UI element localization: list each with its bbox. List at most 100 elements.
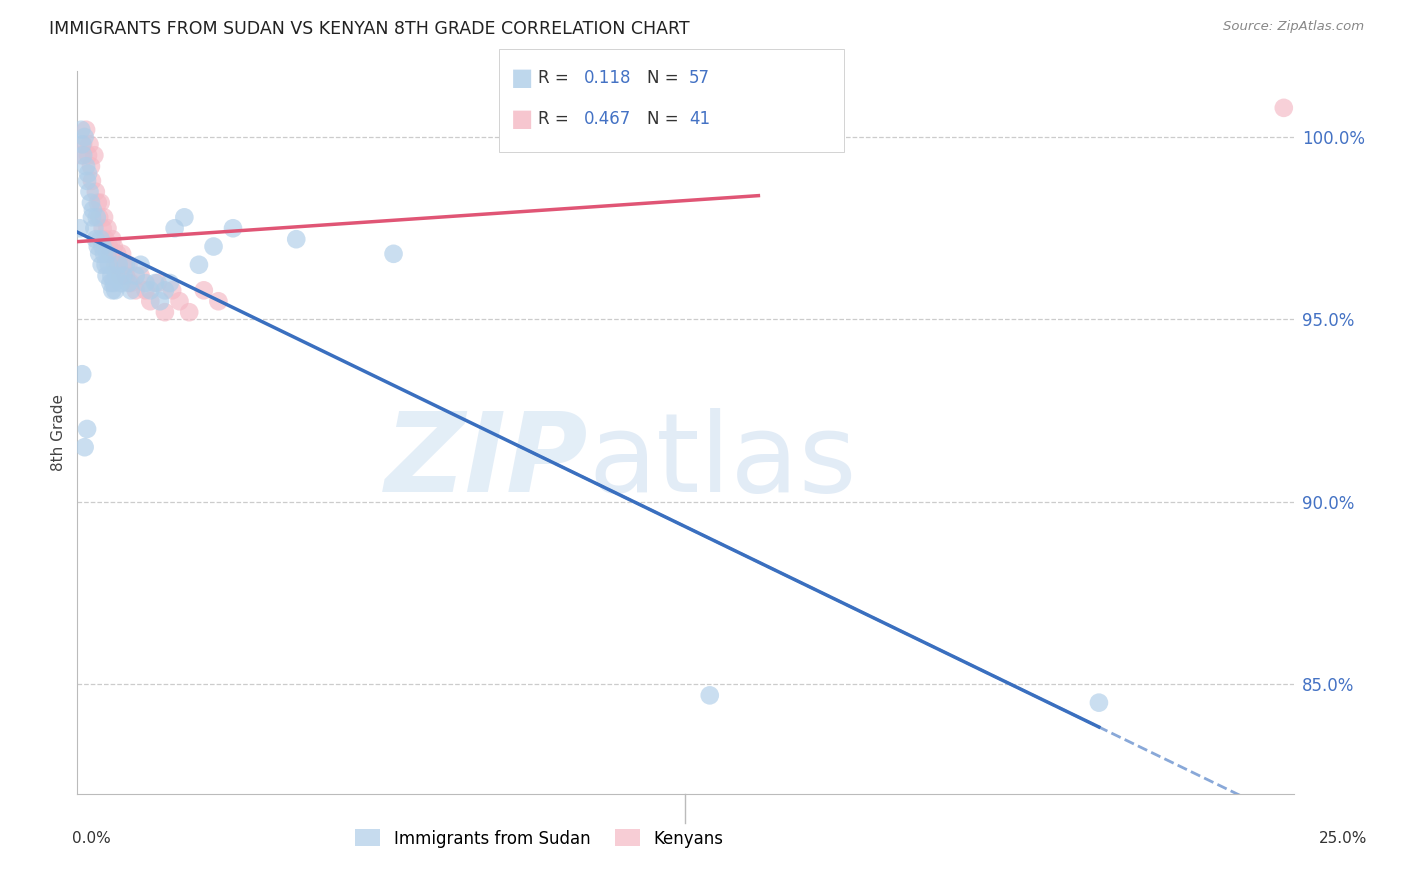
Point bbox=[94, 258, 117, 272]
Point bbox=[153, 305, 176, 319]
Point bbox=[70, 148, 93, 162]
Text: ■: ■ bbox=[510, 66, 533, 89]
Point bbox=[90, 195, 112, 210]
Point bbox=[159, 276, 181, 290]
Point bbox=[143, 276, 166, 290]
Point bbox=[101, 283, 124, 297]
Point bbox=[169, 294, 191, 309]
Point bbox=[125, 268, 148, 283]
Point bbox=[110, 276, 132, 290]
Point bbox=[101, 232, 124, 246]
Text: 41: 41 bbox=[689, 110, 710, 128]
Point bbox=[73, 130, 96, 145]
Point bbox=[80, 211, 103, 225]
Point bbox=[80, 174, 103, 188]
Point bbox=[70, 122, 93, 136]
Point bbox=[90, 258, 112, 272]
Point bbox=[1088, 696, 1111, 710]
Point bbox=[134, 276, 156, 290]
Point bbox=[120, 276, 142, 290]
Point bbox=[108, 268, 131, 283]
Point bbox=[94, 232, 117, 246]
Point bbox=[193, 283, 215, 297]
Text: 0.0%: 0.0% bbox=[72, 831, 111, 846]
Point bbox=[69, 221, 91, 235]
Point bbox=[100, 247, 122, 261]
Point bbox=[146, 276, 169, 290]
Point bbox=[107, 258, 129, 272]
Point bbox=[77, 167, 100, 181]
Point bbox=[103, 276, 125, 290]
Point bbox=[87, 195, 110, 210]
Point bbox=[96, 221, 118, 235]
Point bbox=[97, 239, 120, 253]
Point bbox=[179, 305, 201, 319]
Point bbox=[160, 283, 183, 297]
Point bbox=[83, 148, 105, 162]
Point bbox=[222, 221, 245, 235]
Point bbox=[93, 247, 115, 261]
Text: Source: ZipAtlas.com: Source: ZipAtlas.com bbox=[1223, 20, 1364, 33]
Text: N =: N = bbox=[647, 69, 683, 87]
Point bbox=[89, 247, 111, 261]
Point bbox=[89, 211, 111, 225]
Text: atlas: atlas bbox=[588, 408, 856, 515]
Point bbox=[112, 268, 135, 283]
Text: 57: 57 bbox=[689, 69, 710, 87]
Point bbox=[91, 239, 114, 253]
Point bbox=[105, 247, 128, 261]
Text: 0.467: 0.467 bbox=[583, 110, 631, 128]
Point bbox=[107, 258, 129, 272]
Point bbox=[120, 283, 142, 297]
Point bbox=[129, 268, 152, 283]
Point bbox=[115, 268, 138, 283]
Point bbox=[117, 258, 139, 272]
Point bbox=[129, 258, 152, 272]
Text: IMMIGRANTS FROM SUDAN VS KENYAN 8TH GRADE CORRELATION CHART: IMMIGRANTS FROM SUDAN VS KENYAN 8TH GRAD… bbox=[49, 20, 690, 37]
Point bbox=[104, 283, 127, 297]
Point bbox=[96, 268, 118, 283]
Point bbox=[103, 239, 125, 253]
Y-axis label: 8th Grade: 8th Grade bbox=[51, 394, 66, 471]
Point bbox=[134, 283, 156, 297]
Point bbox=[91, 221, 114, 235]
Point bbox=[202, 239, 225, 253]
Point bbox=[285, 232, 308, 246]
Point bbox=[139, 283, 162, 297]
Point bbox=[80, 159, 103, 173]
Point bbox=[76, 422, 98, 436]
Text: ZIP: ZIP bbox=[385, 408, 588, 515]
Point bbox=[79, 185, 101, 199]
Point bbox=[207, 294, 229, 309]
Point bbox=[96, 247, 118, 261]
Legend: Immigrants from Sudan, Kenyans: Immigrants from Sudan, Kenyans bbox=[349, 822, 730, 855]
Point bbox=[104, 258, 127, 272]
Point bbox=[70, 368, 93, 382]
Point bbox=[73, 440, 96, 454]
Point bbox=[139, 294, 162, 309]
Point bbox=[1272, 101, 1295, 115]
Point bbox=[117, 276, 139, 290]
Point bbox=[149, 294, 172, 309]
Point bbox=[72, 148, 94, 162]
Point bbox=[83, 221, 105, 235]
Point bbox=[75, 122, 97, 136]
Point bbox=[72, 137, 94, 152]
Point bbox=[382, 247, 405, 261]
Text: R =: R = bbox=[538, 69, 575, 87]
Point bbox=[100, 276, 122, 290]
Text: 0.118: 0.118 bbox=[583, 69, 631, 87]
Point bbox=[173, 211, 195, 225]
Point bbox=[112, 258, 135, 272]
Point bbox=[153, 283, 176, 297]
Point bbox=[80, 195, 103, 210]
Point bbox=[70, 137, 93, 152]
Point bbox=[105, 268, 128, 283]
Point bbox=[82, 202, 104, 217]
Point bbox=[699, 689, 721, 703]
Point bbox=[97, 258, 120, 272]
Point bbox=[79, 137, 101, 152]
Text: ■: ■ bbox=[510, 107, 533, 130]
Point bbox=[115, 258, 138, 272]
Point bbox=[90, 232, 112, 246]
